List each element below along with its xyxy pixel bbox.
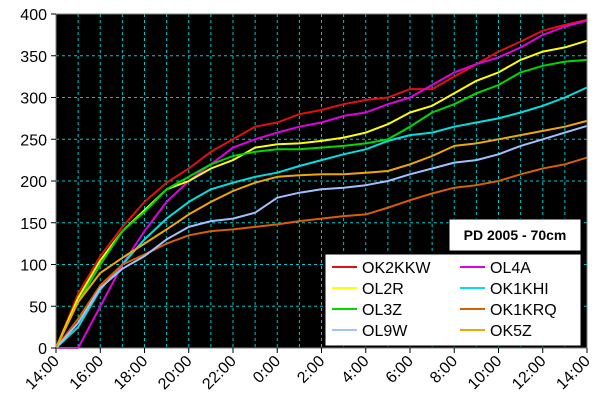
x-tick-label: 12:00 [509,353,549,393]
y-tick-label: 100 [20,258,47,275]
legend-box [324,253,582,347]
series-line-ol3z [55,58,588,349]
chart-badge: PD 2005 - 70cm [464,227,567,243]
y-tick-label: 50 [29,299,47,316]
legend: OK2KKW OL4A OL2R OK1KHI OL3Z OK1KRQ OL9W OK5Z [324,253,582,347]
y-tick-label: 150 [20,216,47,233]
legend-label: OK2KKW [362,260,431,277]
legend-label: OL3Z [362,302,402,319]
x-tick-label: 16:00 [67,353,107,393]
legend-label: OL4A [490,260,531,277]
legend-label: OK5Z [490,323,532,340]
y-axis-ticks: 0 50 100 150 200 250 300 350 400 [20,7,56,358]
x-tick-label: 14:00 [22,353,62,393]
legend-label: OK1KHI [490,281,549,298]
y-tick-label: 250 [20,132,47,149]
x-tick-label: 18:00 [111,353,151,393]
series-lines [55,18,588,349]
x-tick-label: 14:00 [553,353,593,393]
series-line-ol4a [56,19,588,349]
series-line-ok5z [55,119,588,349]
x-tick-label: 6:00 [383,353,417,387]
title-badge: PD 2005 - 70cm [448,218,582,252]
legend-label: OL9W [362,323,408,340]
series-line-ok2kkw [55,18,588,349]
y-tick-label: 350 [20,49,47,66]
y-tick-label: 0 [38,341,47,358]
x-tick-label: 0:00 [250,353,284,387]
y-tick-label: 400 [20,7,47,24]
x-tick-label: 4:00 [339,353,373,387]
y-tick-label: 300 [20,91,47,108]
x-tick-label: 10:00 [465,353,505,393]
x-tick-label: 2:00 [294,353,328,387]
series-line-ol9w [55,124,588,349]
series-line-ol2r [55,39,588,349]
series-line-ok1krq [55,156,588,349]
series-line-ok1khi [55,86,588,349]
y-tick-label: 200 [20,174,47,191]
x-tick-label: 20:00 [155,353,195,393]
legend-label: OL2R [362,281,404,298]
x-tick-label: 22:00 [199,353,239,393]
legend-label: OK1KRQ [490,302,557,319]
x-axis-ticks: 14:00 16:00 18:00 20:00 22:00 0:00 2:00 4:00 6:0… [22,348,594,393]
x-tick-label: 8:00 [427,353,461,387]
